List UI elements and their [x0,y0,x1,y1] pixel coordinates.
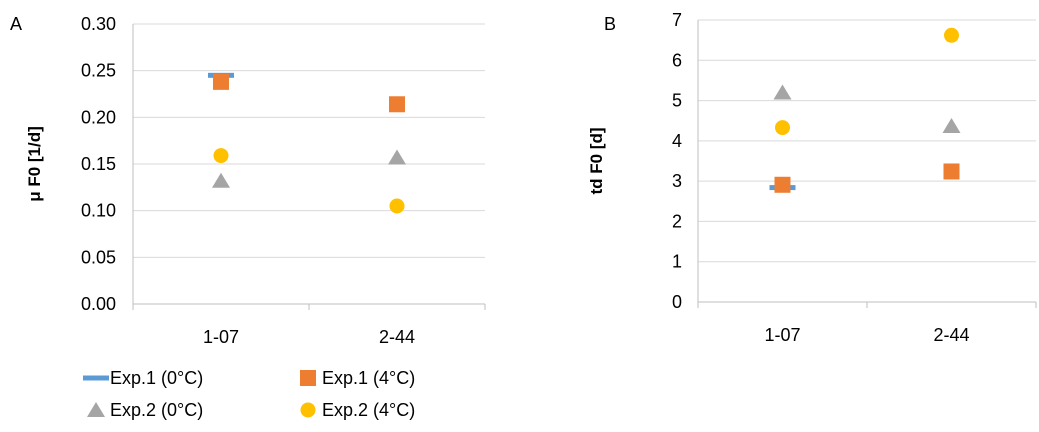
x-tick-label: 1-07 [203,327,239,347]
legend: Exp.1 (0°C) Exp.1 (4°C) Exp.2 (0°C) Exp.2 (… [83,368,415,420]
data-point-square [774,176,791,193]
legend-item: Exp.2 (4°C) [300,400,415,420]
legend-label: Exp.1 (4°C) [322,368,415,388]
data-point-triangle [388,149,406,165]
legend-item: Exp.1 (4°C) [300,368,415,388]
legend-item: Exp.1 (0°C) [83,368,203,388]
y-tick-label: 0.30 [81,14,116,34]
x-tick-label: 1-07 [764,325,800,345]
y-tick-label: 6 [672,50,682,70]
legend-marker-dash [83,375,109,381]
y-tick-label: 0.20 [81,107,116,127]
data-point-square [213,73,229,90]
y-tick-label: 2 [672,211,682,231]
legend-label: Exp.2 (0°C) [110,400,203,420]
x-tick-label: 2-44 [933,325,969,345]
chart-panel-b: B 0 1 2 3 4 5 6 7 1-07 2-44 td F0 [d] [587,10,1037,345]
data-point-triangle [212,172,230,188]
data-point-square [943,163,960,180]
data-point-circle [213,148,229,164]
legend-label: Exp.2 (4°C) [322,400,415,420]
y-tick-label: 0 [672,292,682,312]
y-tick-label: 3 [672,171,682,191]
legend-marker-triangle [87,402,105,417]
panel-letter: A [10,14,22,34]
x-tick-label: 2-44 [379,327,415,347]
y-tick-label: 7 [672,10,682,30]
y-axis-title: μ F0 [1/d] [25,126,44,202]
legend-label: Exp.1 (0°C) [110,368,203,388]
y-tick-label: 5 [672,91,682,111]
legend-marker-square [300,370,316,386]
y-tick-label: 0.05 [81,247,116,267]
legend-marker-circle [300,402,316,418]
y-tick-label: 0.25 [81,61,116,81]
chart-panel-a: A 0.00 0.05 0.10 0.15 0.20 0.25 0.30 1-07 2-44 μ F… [10,14,486,347]
y-tick-label: 0.15 [81,154,116,174]
panel-letter: B [604,14,616,34]
data-point-circle [389,198,405,214]
y-tick-label: 0.00 [81,294,116,314]
data-point-circle [775,120,790,136]
y-axis-title: td F0 [d] [587,127,606,194]
data-point-square [389,96,405,113]
y-tick-label: 0.10 [81,201,116,221]
data-point-triangle [773,84,792,100]
data-point-circle [944,27,959,43]
data-point-triangle [942,117,961,133]
y-tick-label: 4 [672,131,682,151]
y-tick-label: 1 [672,252,682,272]
legend-item: Exp.2 (0°C) [87,400,203,420]
